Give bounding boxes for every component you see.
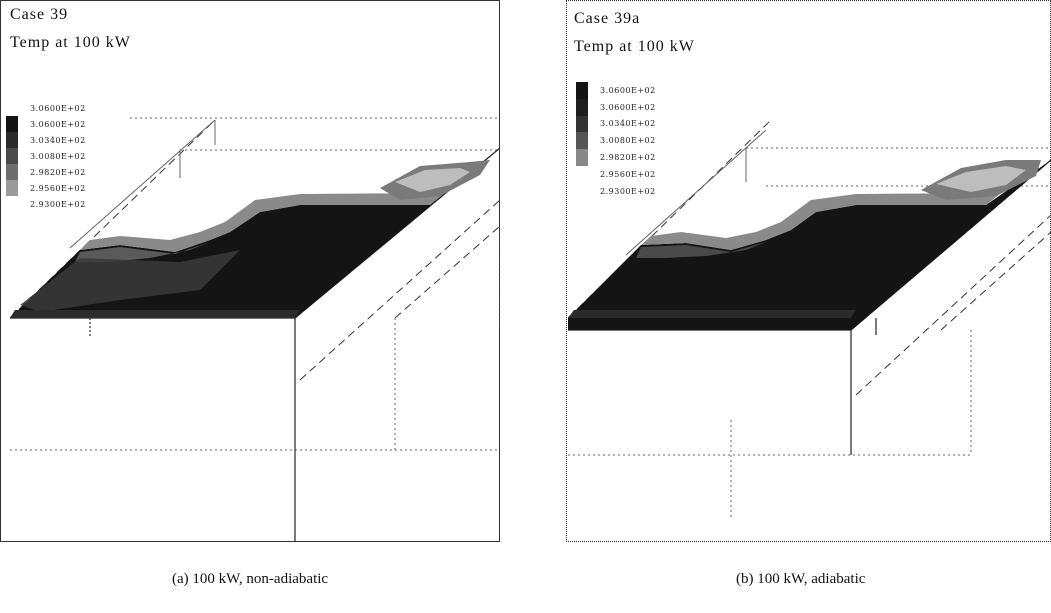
legend-value: 2.9300E+02 <box>600 186 656 196</box>
panel-b-contour-plot <box>567 119 1051 520</box>
legend-swatch <box>576 182 588 200</box>
panel-a-temp-label: Temp at 100 kW <box>10 34 131 51</box>
legend-row: 3.0080E+02 <box>6 148 86 164</box>
legend-value: 3.0600E+02 <box>30 103 86 113</box>
legend-value: 3.0080E+02 <box>30 151 86 161</box>
legend-swatch <box>6 196 18 212</box>
panel-b-legend: 3.0600E+02 3.0600E+02 3.0340E+02 3.0080E… <box>576 82 656 200</box>
legend-swatch <box>576 165 588 183</box>
caption-b: (b) 100 kW, adiabatic <box>736 571 866 587</box>
caption-a: (a) 100 kW, non-adiabatic <box>172 571 329 587</box>
figure-panel-b: Case 39a Temp at 100 kW 3.0600E+02 3.060… <box>566 0 1051 542</box>
legend-row: 3.0340E+02 <box>6 132 86 148</box>
legend-row: 3.0600E+02 <box>6 100 86 116</box>
legend-row: 3.0600E+02 <box>6 116 86 132</box>
legend-value: 2.9560E+02 <box>600 169 656 179</box>
legend-row: 2.9300E+02 <box>6 196 86 212</box>
legend-value: 2.9560E+02 <box>30 183 86 193</box>
legend-value: 3.0600E+02 <box>600 102 656 112</box>
legend-row: 2.9560E+02 <box>6 180 86 196</box>
legend-row: 2.9820E+02 <box>6 164 86 180</box>
legend-value: 3.0340E+02 <box>30 135 86 145</box>
legend-value: 2.9820E+02 <box>600 153 656 163</box>
legend-swatch <box>576 115 588 133</box>
figure-panel-a: Case 39 Temp at 100 kW 3.0600E+02 3.0600… <box>0 0 500 542</box>
legend-swatch <box>576 132 588 150</box>
legend-swatch <box>6 164 18 180</box>
legend-row: 2.9560E+02 <box>576 165 656 183</box>
panel-b-temp-label: Temp at 100 kW <box>574 38 695 55</box>
legend-value: 3.0600E+02 <box>30 119 86 129</box>
legend-swatch <box>6 148 18 164</box>
legend-swatch <box>6 116 18 132</box>
panel-a-case-label: Case 39 <box>10 6 69 23</box>
panel-a-contour-plot <box>9 117 500 542</box>
legend-value: 3.0080E+02 <box>600 136 656 146</box>
legend-row: 3.0340E+02 <box>576 115 656 133</box>
legend-swatch <box>576 82 588 99</box>
legend-swatch <box>6 132 18 148</box>
legend-value: 3.0340E+02 <box>600 119 656 129</box>
legend-row: 3.0600E+02 <box>576 82 656 99</box>
legend-swatch <box>6 100 18 116</box>
legend-swatch <box>576 149 588 166</box>
legend-value: 2.9300E+02 <box>30 199 86 209</box>
panel-a-legend: 3.0600E+02 3.0600E+02 3.0340E+02 3.0080E… <box>6 100 86 212</box>
legend-row: 3.0600E+02 <box>576 98 656 116</box>
legend-row: 2.9820E+02 <box>576 149 656 166</box>
legend-value: 2.9820E+02 <box>30 167 86 177</box>
legend-value: 3.0600E+02 <box>600 85 656 95</box>
legend-row: 3.0080E+02 <box>576 132 656 150</box>
legend-swatch <box>576 98 588 116</box>
legend-row: 2.9300E+02 <box>576 182 656 200</box>
panel-b-case-label: Case 39a <box>574 10 641 27</box>
legend-swatch <box>6 180 18 196</box>
